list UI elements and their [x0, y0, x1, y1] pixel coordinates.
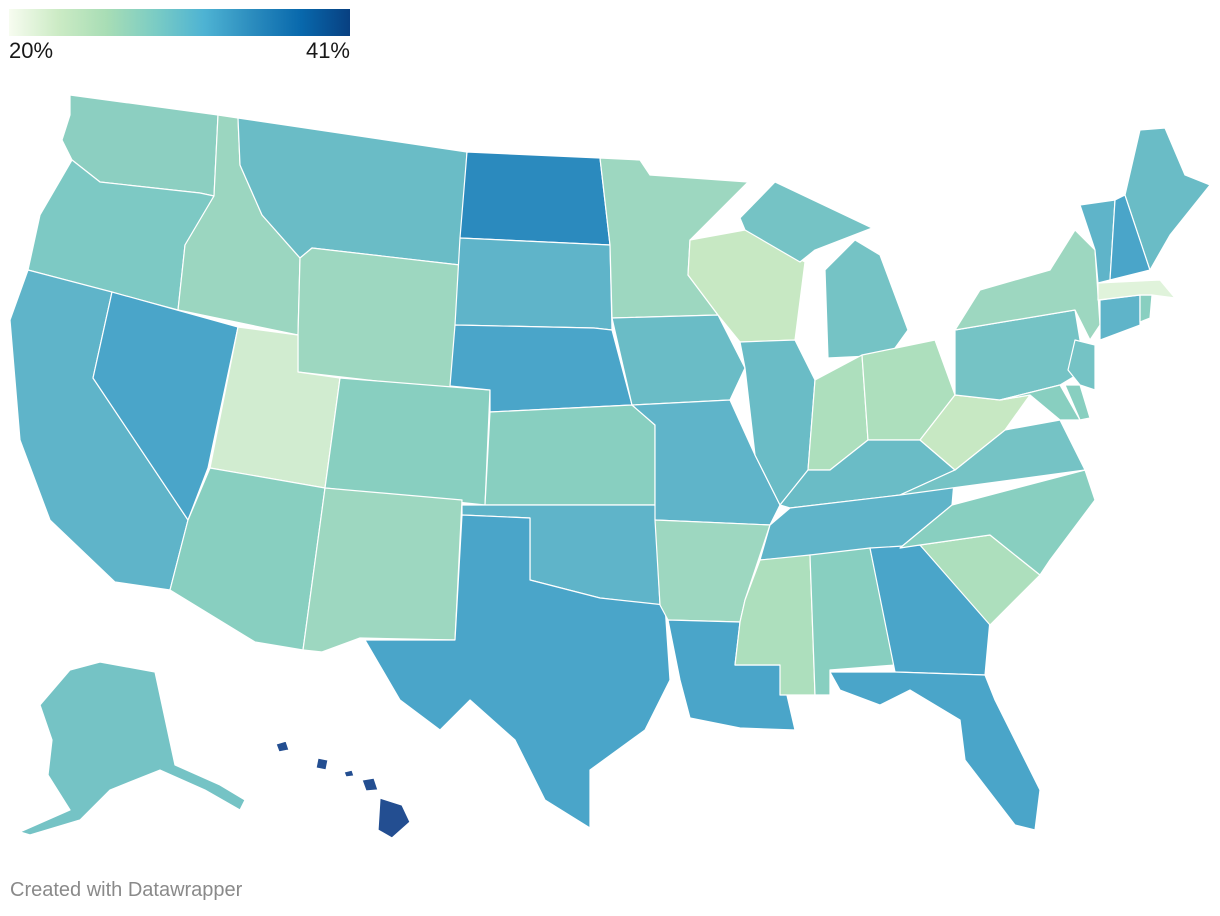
- state-michigan[interactable]: [739, 181, 909, 359]
- state-vermont[interactable]: [1079, 199, 1116, 284]
- legend-gradient-bar: [9, 9, 350, 36]
- state-texas[interactable]: [364, 514, 671, 829]
- state-connecticut[interactable]: [1099, 294, 1141, 341]
- state-new-mexico[interactable]: [302, 487, 463, 653]
- legend-min-label: 20%: [9, 38, 54, 63]
- state-maine[interactable]: [1124, 127, 1211, 271]
- state-kansas[interactable]: [484, 404, 656, 506]
- state-north-dakota[interactable]: [459, 151, 611, 246]
- state-florida[interactable]: [829, 671, 1041, 831]
- state-colorado[interactable]: [324, 377, 491, 506]
- state-missouri[interactable]: [631, 399, 781, 526]
- state-south-dakota[interactable]: [454, 237, 613, 331]
- state-rhode-island[interactable]: [1139, 294, 1153, 323]
- state-wyoming[interactable]: [297, 247, 461, 391]
- legend-labels: 20% 41%: [9, 38, 350, 68]
- credit-line: Created with Datawrapper: [10, 879, 243, 901]
- state-north-carolina[interactable]: [899, 469, 1096, 576]
- state-massachusetts[interactable]: [1097, 279, 1176, 301]
- legend-max-label: 41%: [305, 38, 350, 63]
- state-iowa[interactable]: [611, 314, 746, 406]
- state-maryland[interactable]: [999, 384, 1081, 421]
- state-nevada[interactable]: [92, 291, 239, 521]
- color-legend: 20% 41%: [9, 9, 350, 68]
- state-virginia[interactable]: [899, 419, 1086, 496]
- state-alaska[interactable]: [19, 661, 246, 836]
- state-hawaii[interactable]: [275, 740, 411, 839]
- state-new-jersey[interactable]: [1067, 339, 1096, 391]
- state-delaware[interactable]: [1064, 384, 1091, 421]
